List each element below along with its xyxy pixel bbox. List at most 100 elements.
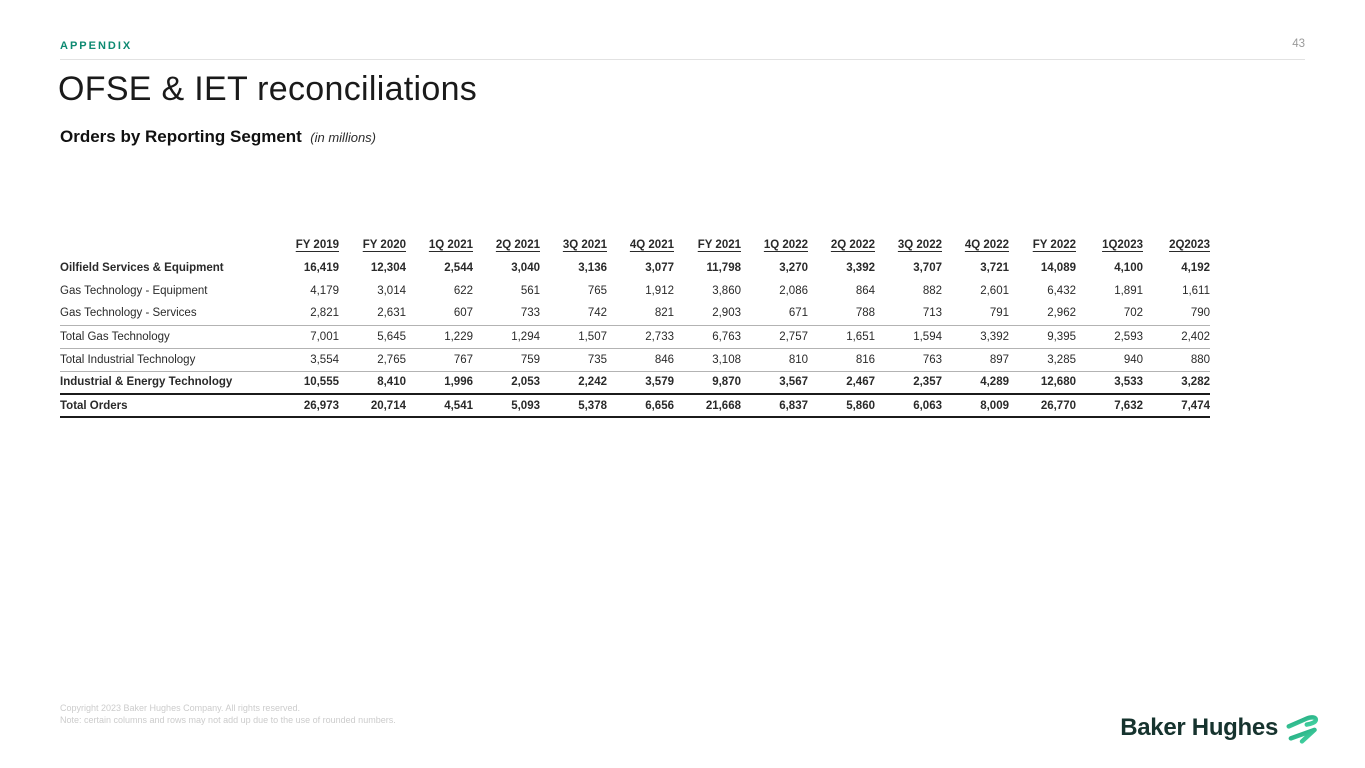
table-cell: 1,507 [540, 325, 607, 349]
table-cell: 21,668 [674, 394, 741, 418]
table-cell: 791 [942, 302, 1009, 326]
row-label: Total Orders [60, 394, 272, 418]
column-header-fy-2020: FY 2020 [362, 238, 406, 251]
table-cell: 5,378 [540, 394, 607, 418]
table-cell: 3,270 [779, 261, 808, 274]
table-cell: 3,579 [607, 371, 674, 395]
table-row: Industrial & Energy Technology 10,555 8,41… [60, 371, 1210, 395]
column-header-fy-2022: FY 2022 [1032, 238, 1076, 251]
table-cell: 7,632 [1076, 394, 1143, 418]
table-cell: 9,870 [674, 371, 741, 395]
table-cell: 2,631 [339, 302, 406, 326]
table-cell: 26,973 [272, 394, 339, 418]
table-title: Orders by Reporting Segment (in millions… [60, 127, 376, 147]
table-cell: 20,714 [339, 394, 406, 418]
table-cell: 2,821 [272, 302, 339, 326]
table-row: Gas Technology - Equipment 4,179 3,014 622 5… [60, 279, 1210, 302]
table-cell: 671 [741, 302, 808, 326]
table-row: Gas Technology - Services 2,821 2,631 607 73… [60, 302, 1210, 326]
table-cell: 7,001 [272, 325, 339, 349]
column-header-4q-2022: 4Q 2022 [964, 238, 1009, 251]
table-cell: 2,601 [980, 284, 1009, 297]
column-header-2q-2022: 2Q 2022 [830, 238, 875, 251]
row-label: Gas Technology - Equipment [60, 284, 208, 297]
table-cell: 4,100 [1114, 261, 1143, 274]
table-cell: 3,554 [272, 348, 339, 372]
table-cell: 1,294 [473, 325, 540, 349]
table-cell: 6,763 [674, 325, 741, 349]
column-header-1q2023: 1Q2023 [1102, 238, 1143, 251]
table-cell: 3,285 [1009, 348, 1076, 372]
table-cell: 3,567 [741, 371, 808, 395]
row-label: Total Gas Technology [60, 325, 272, 349]
table-cell: 12,680 [1009, 371, 1076, 395]
table-row: Total Orders 26,973 20,714 4,541 5,093 5,378 6… [60, 394, 1210, 418]
table-cell: 767 [406, 348, 473, 372]
footer-notes: Copyright 2023 Baker Hughes Company. All… [60, 703, 396, 726]
table-cell: 733 [473, 302, 540, 326]
table-cell: 788 [808, 302, 875, 326]
table-cell: 2,053 [473, 371, 540, 395]
table-cell: 4,289 [942, 371, 1009, 395]
table-cell: 26,770 [1009, 394, 1076, 418]
row-label: Gas Technology - Services [60, 302, 272, 326]
table-cell: 2,593 [1076, 325, 1143, 349]
baker-hughes-chevron-icon [1286, 715, 1319, 744]
table-cell: 10,555 [272, 371, 339, 395]
table-cell: 759 [473, 348, 540, 372]
table-cell: 1,891 [1114, 284, 1143, 297]
table-cell: 4,541 [406, 394, 473, 418]
table-cell: 3,077 [645, 261, 674, 274]
table-cell: 2,903 [674, 302, 741, 326]
table-cell: 8,410 [339, 371, 406, 395]
table-cell: 2,757 [741, 325, 808, 349]
column-header-4q-2021: 4Q 2021 [629, 238, 674, 251]
table-cell: 1,229 [406, 325, 473, 349]
table-cell: 940 [1076, 348, 1143, 372]
table-cell: 816 [808, 348, 875, 372]
table-cell: 3,040 [511, 261, 540, 274]
table-cell: 3,136 [578, 261, 607, 274]
table-cell: 864 [855, 284, 875, 297]
table-title-text: Orders by Reporting Segment [60, 127, 302, 146]
table-cell: 713 [875, 302, 942, 326]
table-cell: 2,544 [444, 261, 473, 274]
page-title: OFSE & IET reconciliations [58, 70, 478, 108]
table-cell: 2,357 [875, 371, 942, 395]
table-cell: 4,192 [1181, 261, 1210, 274]
table-cell: 3,108 [674, 348, 741, 372]
table-cell: 607 [406, 302, 473, 326]
table-body: Oilfield Services & Equipment 16,419 12,30… [60, 256, 1210, 418]
table-cell: 3,721 [980, 261, 1009, 274]
label-column-header [60, 233, 272, 256]
table-cell: 2,765 [339, 348, 406, 372]
table-cell: 2,467 [808, 371, 875, 395]
row-label: Industrial & Energy Technology [60, 371, 272, 395]
table-cell: 3,392 [846, 261, 875, 274]
table-cell: 3,860 [712, 284, 741, 297]
table-cell: 4,179 [310, 284, 339, 297]
table-row: Oilfield Services & Equipment 16,419 12,30… [60, 256, 1210, 279]
table-cell: 5,093 [473, 394, 540, 418]
table-cell: 2,086 [779, 284, 808, 297]
eyebrow-label: APPENDIX [60, 40, 133, 52]
page-number: 43 [1292, 38, 1305, 50]
column-header-1q-2022: 1Q 2022 [763, 238, 808, 251]
row-label: Oilfield Services & Equipment [60, 261, 224, 274]
table-cell: 2,242 [540, 371, 607, 395]
table-cell: 2,402 [1143, 325, 1210, 349]
column-header-3q-2022: 3Q 2022 [897, 238, 942, 251]
table-cell: 821 [607, 302, 674, 326]
table-cell: 3,014 [377, 284, 406, 297]
table-cell: 5,645 [339, 325, 406, 349]
table-cell: 763 [875, 348, 942, 372]
column-header-3q-2021: 3Q 2021 [562, 238, 607, 251]
column-header-1q-2021: 1Q 2021 [428, 238, 473, 251]
table-cell: 2,733 [607, 325, 674, 349]
table-cell: 561 [520, 284, 540, 297]
table-cell: 702 [1076, 302, 1143, 326]
copyright-text: Copyright 2023 Baker Hughes Company. All… [60, 703, 300, 713]
table-cell: 742 [540, 302, 607, 326]
table-cell: 6,063 [875, 394, 942, 418]
